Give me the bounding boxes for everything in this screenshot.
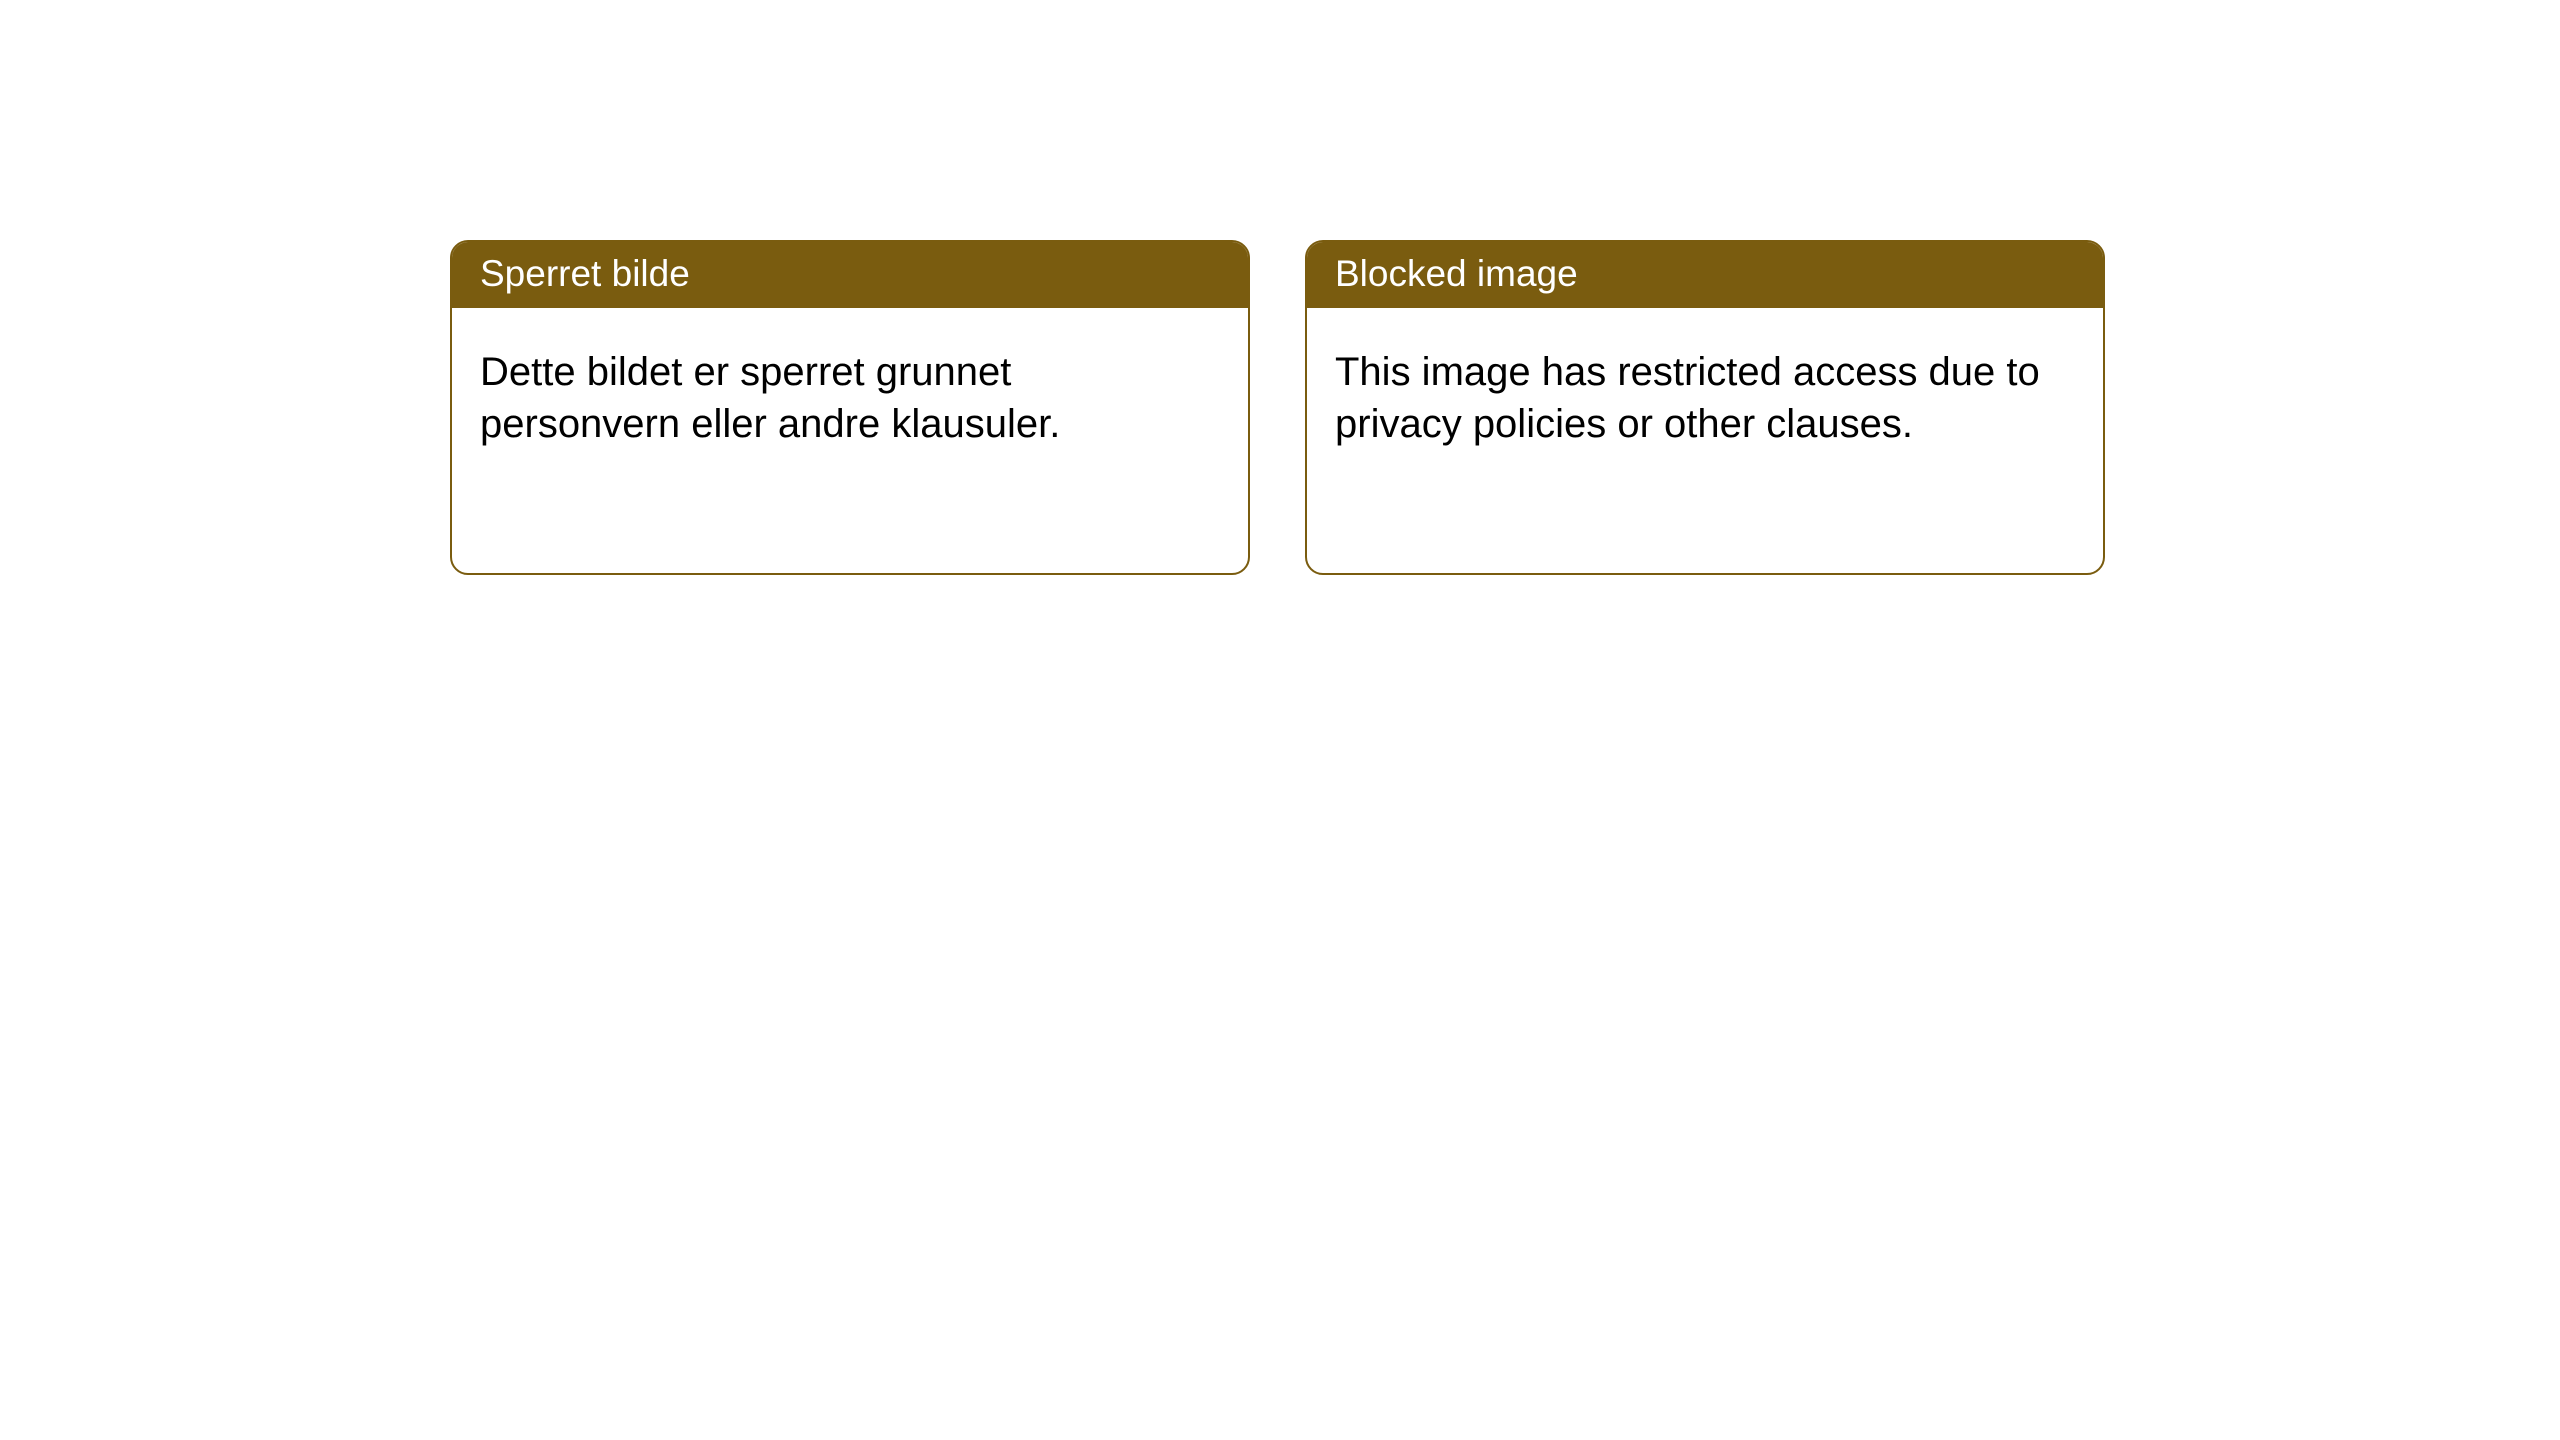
notice-cards-container: Sperret bilde Dette bildet er sperret gr… xyxy=(450,240,2560,575)
notice-card-english: Blocked image This image has restricted … xyxy=(1305,240,2105,575)
notice-body-english: This image has restricted access due to … xyxy=(1307,308,2103,488)
notice-header-norwegian: Sperret bilde xyxy=(452,242,1248,308)
notice-header-english: Blocked image xyxy=(1307,242,2103,308)
notice-card-norwegian: Sperret bilde Dette bildet er sperret gr… xyxy=(450,240,1250,575)
notice-body-norwegian: Dette bildet er sperret grunnet personve… xyxy=(452,308,1248,488)
